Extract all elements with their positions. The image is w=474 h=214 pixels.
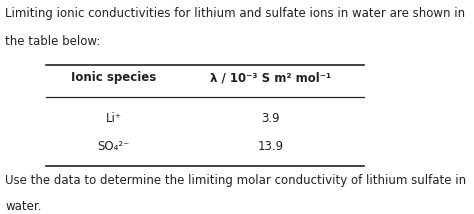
Text: the table below:: the table below: — [5, 35, 100, 48]
Text: Use the data to determine the limiting molar conductivity of lithium sulfate in: Use the data to determine the limiting m… — [5, 174, 466, 187]
Text: SO₄²⁻: SO₄²⁻ — [97, 140, 130, 153]
Text: 13.9: 13.9 — [257, 140, 283, 153]
Text: 3.9: 3.9 — [261, 112, 280, 125]
Text: water.: water. — [5, 200, 42, 213]
Text: λ / 10⁻³ S m² mol⁻¹: λ / 10⁻³ S m² mol⁻¹ — [210, 71, 331, 84]
Text: Ionic species: Ionic species — [71, 71, 156, 84]
Text: Li⁺: Li⁺ — [106, 112, 121, 125]
Text: Limiting ionic conductivities for lithium and sulfate ions in water are shown in: Limiting ionic conductivities for lithiu… — [5, 7, 465, 20]
